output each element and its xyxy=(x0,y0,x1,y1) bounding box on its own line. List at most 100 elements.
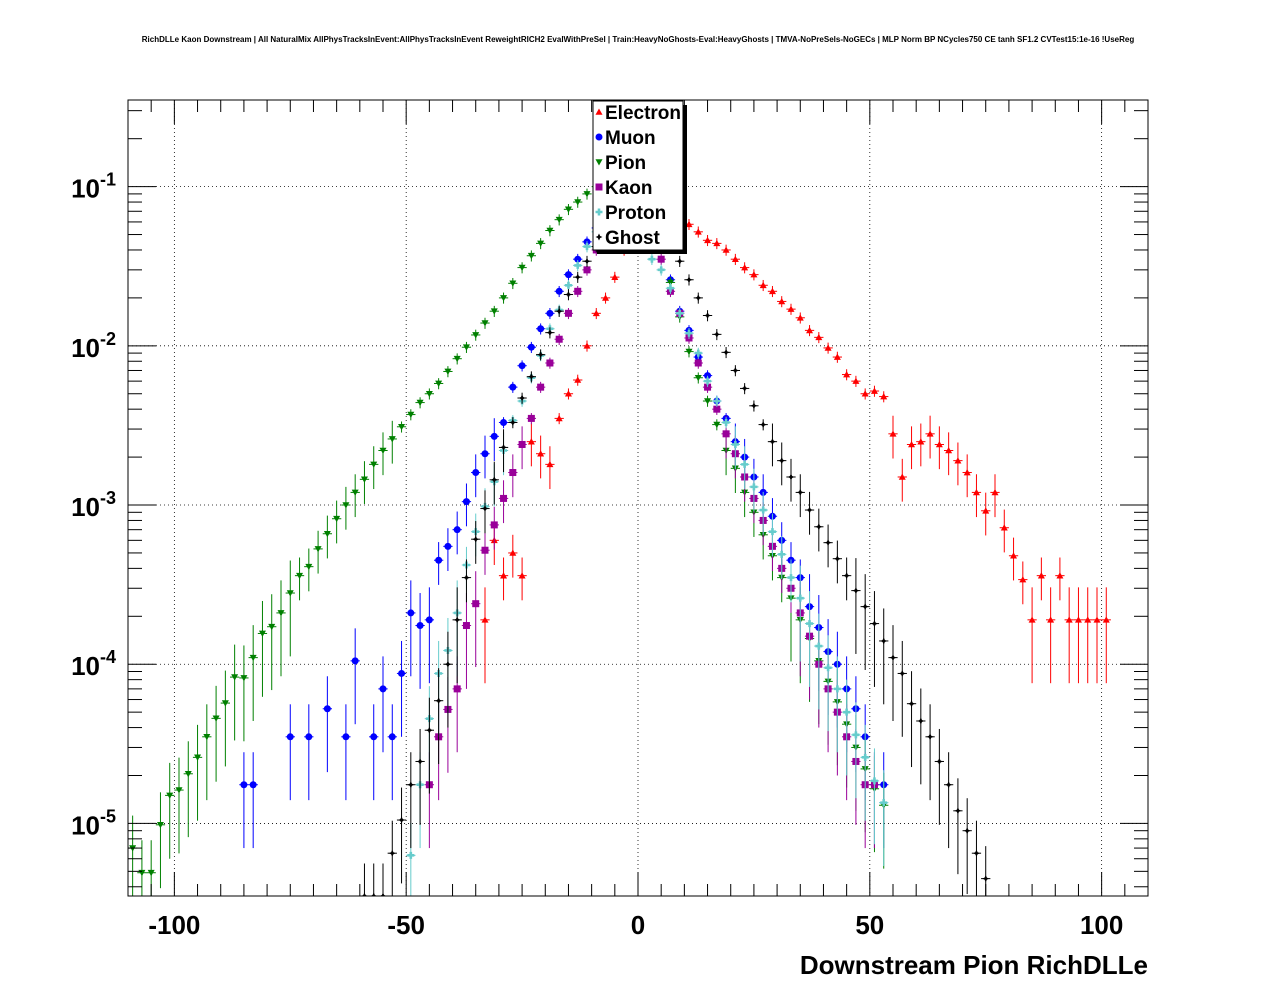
data-point xyxy=(388,733,396,741)
data-point xyxy=(583,191,591,198)
data-point xyxy=(935,757,943,765)
data-point xyxy=(963,827,971,835)
data-point xyxy=(741,264,749,271)
legend-marker-muon xyxy=(595,133,603,141)
data-point xyxy=(889,654,897,662)
series-electron xyxy=(480,207,1111,684)
data-point xyxy=(546,227,554,235)
data-point xyxy=(500,572,508,579)
data-point xyxy=(759,281,767,289)
data-point xyxy=(490,432,498,440)
data-point xyxy=(509,469,517,477)
series-proton xyxy=(406,211,889,896)
data-point xyxy=(379,447,387,455)
data-point xyxy=(787,574,795,582)
data-point xyxy=(425,390,433,398)
data-point xyxy=(564,281,572,289)
data-point xyxy=(704,312,712,320)
data-point xyxy=(945,447,953,454)
data-point xyxy=(870,387,878,394)
data-point xyxy=(240,781,248,789)
chart-title: RichDLLe Kaon Downstream | All NaturalMi… xyxy=(141,35,1135,44)
data-point xyxy=(518,572,526,579)
data-point xyxy=(722,348,730,356)
data-point xyxy=(861,753,869,761)
data-point xyxy=(722,418,730,426)
data-point xyxy=(425,726,433,734)
data-point xyxy=(564,291,572,299)
data-point xyxy=(694,374,702,382)
data-point xyxy=(518,362,526,370)
legend-label-pion: Pion xyxy=(605,153,646,174)
data-point xyxy=(750,271,758,278)
x-axis-label: Downstream Pion RichDLLe xyxy=(800,950,1148,980)
data-point xyxy=(694,228,702,235)
data-point xyxy=(379,685,387,693)
data-point xyxy=(342,733,350,741)
data-point xyxy=(360,476,368,483)
data-point xyxy=(843,572,851,580)
data-point xyxy=(1065,616,1073,623)
data-point xyxy=(537,351,545,359)
data-point xyxy=(481,505,489,513)
data-point xyxy=(564,206,572,213)
data-point xyxy=(926,733,934,741)
data-point xyxy=(546,359,554,367)
data-point xyxy=(546,460,554,468)
data-point xyxy=(453,616,461,624)
data-point xyxy=(147,869,155,877)
data-point xyxy=(759,421,767,429)
data-point xyxy=(917,717,925,725)
data-point xyxy=(314,546,322,553)
data-point xyxy=(685,220,693,228)
data-point xyxy=(527,414,535,422)
data-point xyxy=(425,616,433,624)
data-point xyxy=(796,488,804,496)
data-point xyxy=(546,309,554,317)
x-tick-label: -50 xyxy=(387,910,425,940)
data-point xyxy=(398,816,406,824)
data-point xyxy=(416,399,424,407)
data-point xyxy=(481,616,489,623)
data-point xyxy=(407,781,415,789)
data-point xyxy=(462,622,470,630)
data-point xyxy=(666,284,674,292)
data-point xyxy=(490,308,498,315)
data-point xyxy=(407,411,415,419)
data-point xyxy=(583,257,591,265)
data-point xyxy=(527,373,535,381)
data-point xyxy=(453,526,461,534)
data-point xyxy=(574,376,582,383)
data-point xyxy=(880,799,888,807)
data-point xyxy=(333,515,341,523)
data-point xyxy=(500,494,508,502)
data-point xyxy=(175,787,183,794)
data-point xyxy=(574,255,582,263)
data-point xyxy=(527,343,535,351)
data-point xyxy=(537,325,545,333)
data-point xyxy=(453,685,461,693)
data-point xyxy=(926,430,934,437)
data-point xyxy=(648,255,656,263)
data-point xyxy=(231,674,239,681)
data-point xyxy=(583,266,591,274)
data-point xyxy=(787,305,795,312)
data-point xyxy=(833,555,841,563)
series-ghost xyxy=(359,214,991,896)
y-tick-label: 10-1 xyxy=(71,170,116,204)
y-tick-label: 10-3 xyxy=(71,488,116,522)
series-pion xyxy=(128,168,889,896)
legend-marker-pion xyxy=(595,159,603,166)
data-point xyxy=(1084,616,1092,623)
data-point xyxy=(509,418,517,426)
legend-marker-electron xyxy=(595,108,603,115)
data-point xyxy=(778,297,786,305)
data-point xyxy=(880,393,888,400)
data-point xyxy=(685,276,693,284)
data-point xyxy=(1102,616,1110,623)
data-point xyxy=(704,236,712,244)
data-point xyxy=(713,397,721,405)
data-point xyxy=(574,273,582,281)
data-point xyxy=(935,440,943,448)
legend-label-proton: Proton xyxy=(605,203,666,224)
